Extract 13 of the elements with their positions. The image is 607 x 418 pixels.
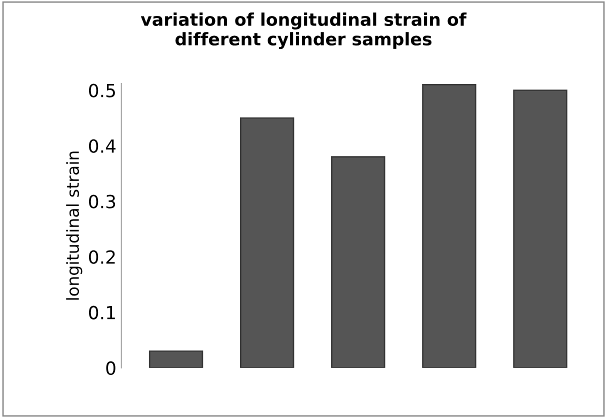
bar [513, 90, 568, 368]
y-axis-title: longitudinal strain [66, 152, 82, 300]
bar [148, 350, 204, 368]
y-tick-label: 0.5 [89, 84, 115, 98]
y-tick-label: 0.4 [89, 139, 116, 153]
y-tick-label: 0 [106, 361, 116, 375]
bar [331, 156, 386, 368]
y-tick-label: 0.2 [89, 250, 115, 264]
chart-title: variation of longitudinal strain of different cylinder samples [140, 12, 467, 50]
bar [240, 117, 294, 368]
y-tick-label: 0.1 [89, 306, 115, 320]
y-tick-label: 0.3 [89, 194, 116, 208]
bar [422, 84, 476, 368]
